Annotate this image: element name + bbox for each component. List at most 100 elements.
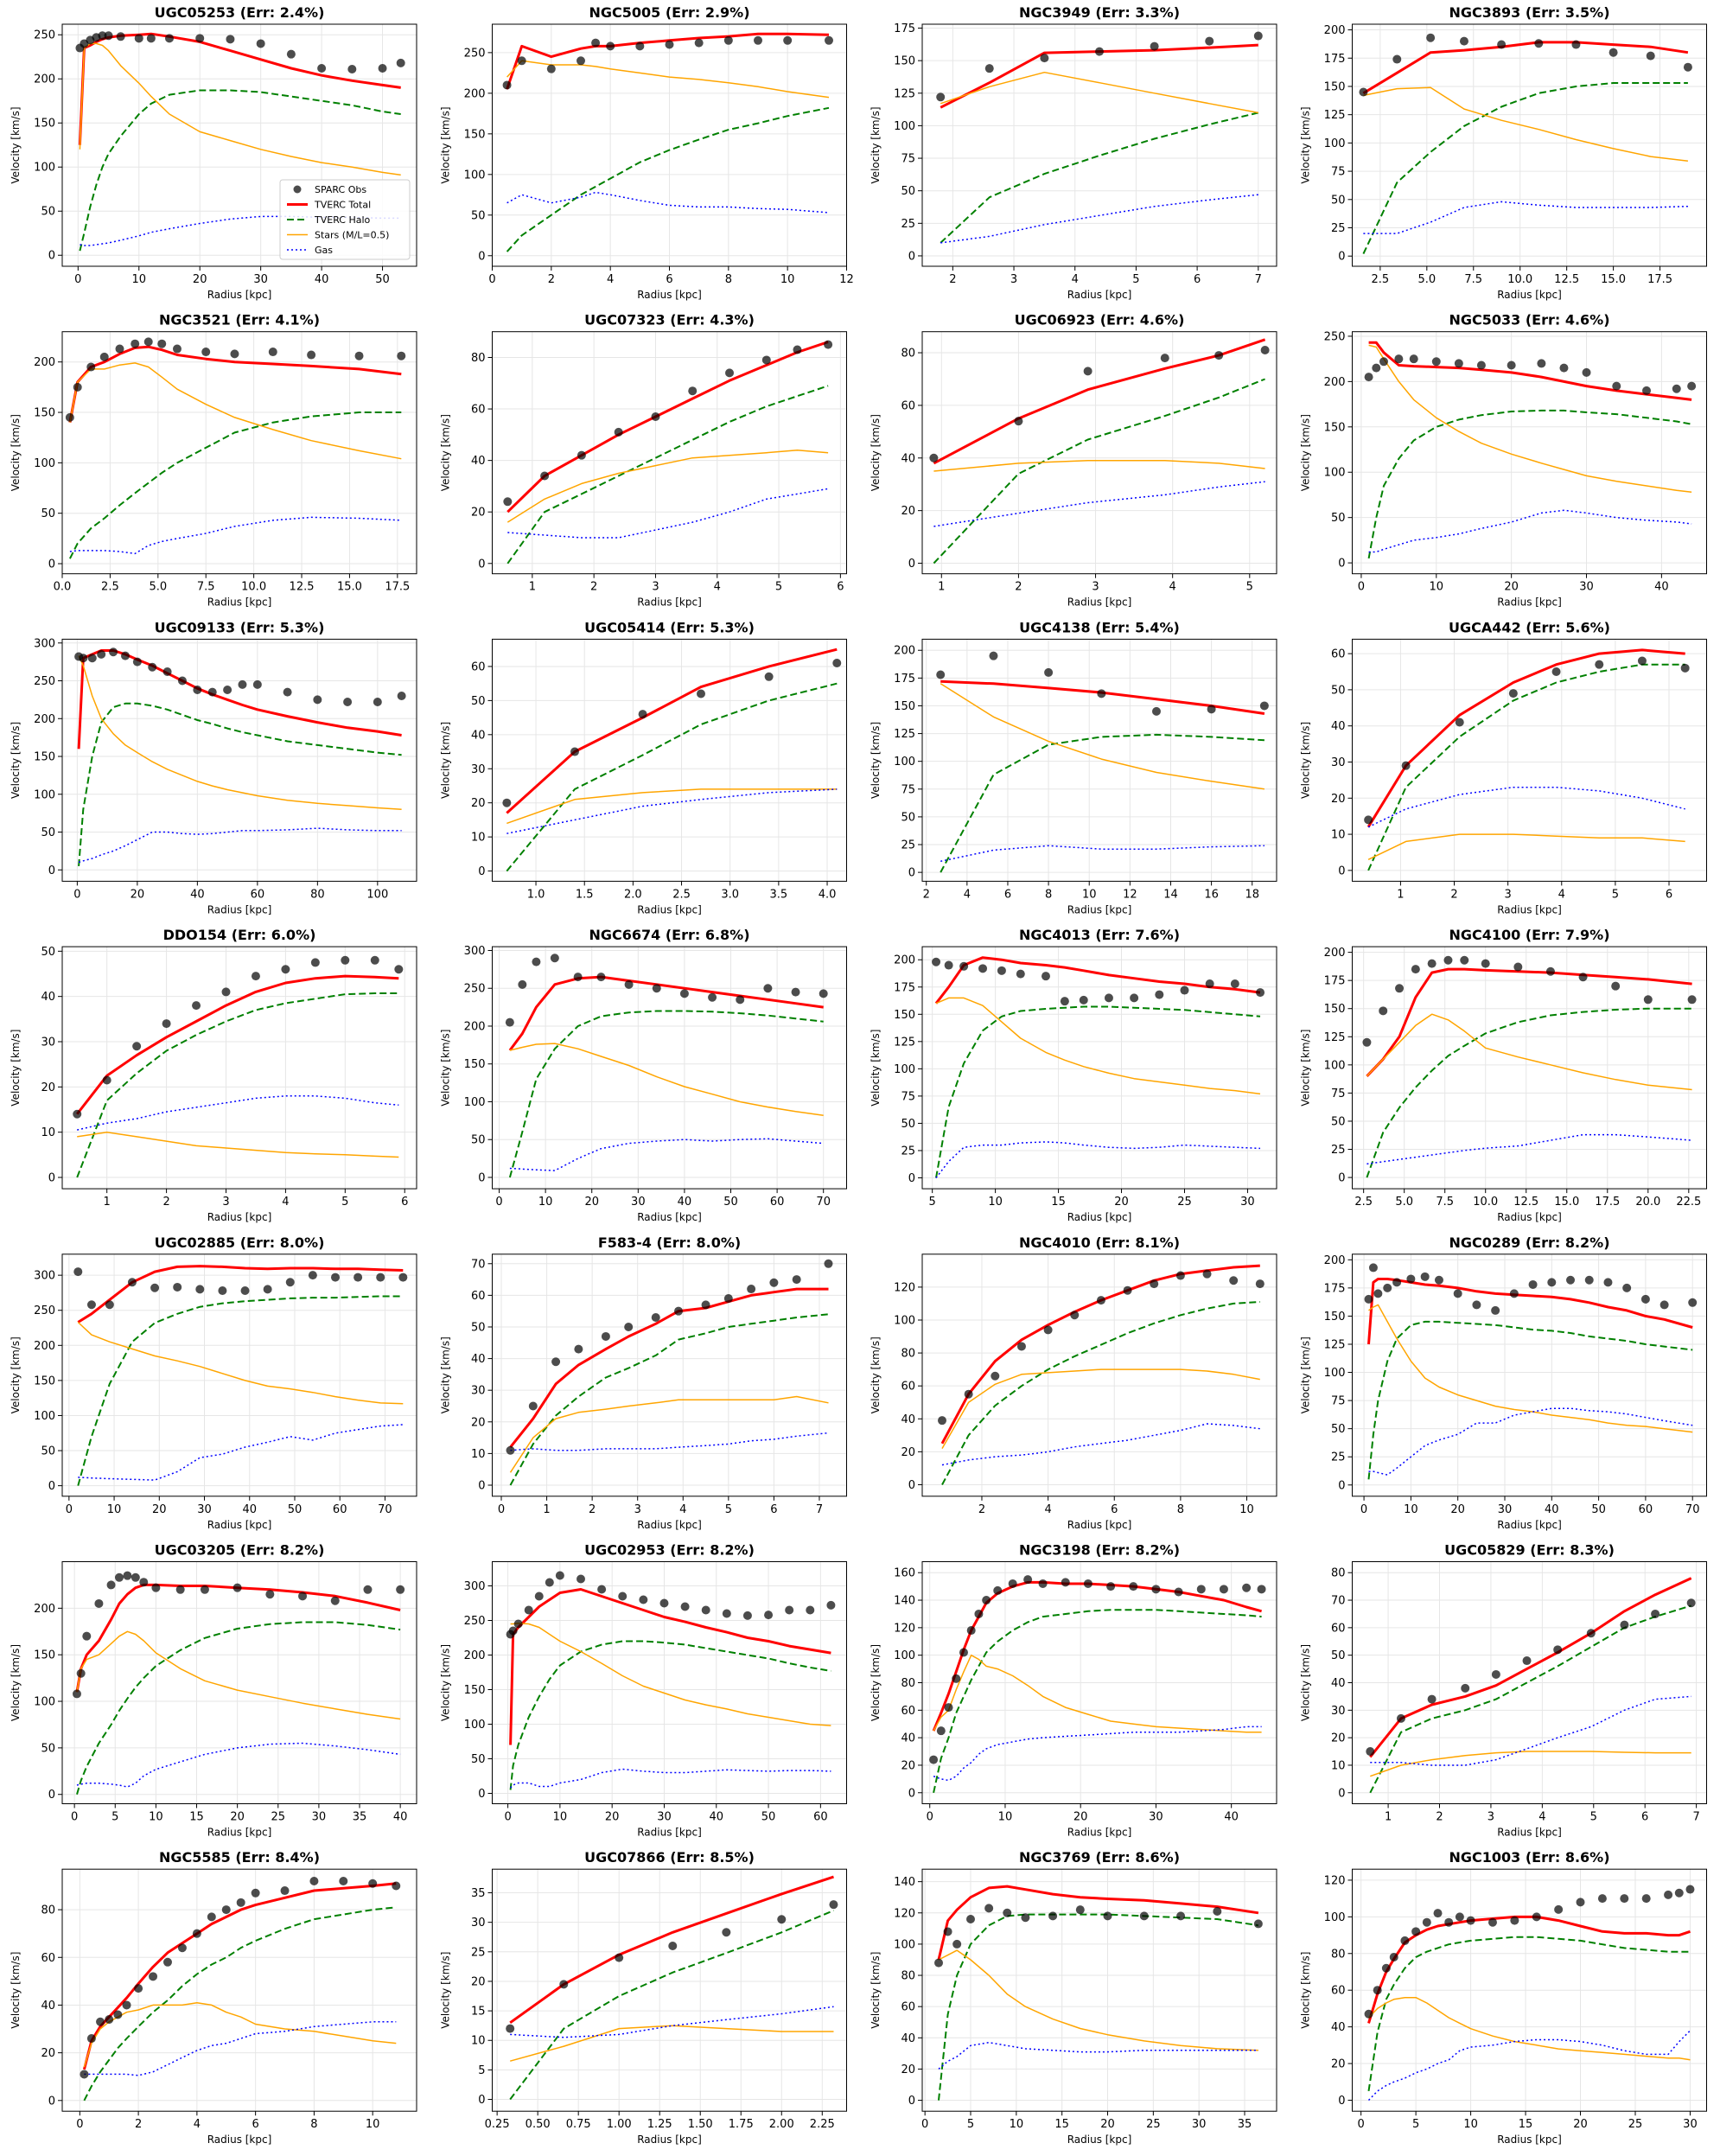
x-tick-label: 40	[1654, 581, 1669, 594]
legend-label: SPARC Obs	[315, 184, 366, 195]
legend-box	[279, 179, 411, 260]
y-tick-label: 20	[901, 505, 915, 518]
model-line	[1369, 1604, 1691, 1794]
y-tick-label: 0	[48, 1789, 55, 1802]
subplot-title: NGC3949 (Err: 3.3%)	[1019, 4, 1180, 21]
x-tick-label: 30	[1149, 1811, 1163, 1824]
model-line	[1367, 409, 1692, 559]
model-line	[510, 1768, 831, 1789]
subplot-title: NGC5005 (Err: 2.9%)	[589, 4, 749, 21]
model-line	[1366, 648, 1685, 828]
y-tick-label: 150	[34, 751, 55, 764]
y-tick-label: 100	[1324, 137, 1346, 150]
obs-point	[102, 1075, 111, 1085]
obs-point	[285, 1278, 295, 1287]
model-line	[1367, 833, 1685, 860]
y-axis-label: Velocity [km/s]	[10, 1336, 22, 1413]
axes-frame	[921, 1868, 1277, 2112]
model-line	[78, 702, 402, 866]
x-tick-label: 8	[725, 273, 732, 286]
y-axis-label: Velocity [km/s]	[10, 722, 22, 799]
obs-point	[1406, 1274, 1416, 1284]
x-tick-label: 4	[714, 581, 721, 594]
obs-point	[238, 679, 247, 689]
obs-point	[1672, 384, 1681, 393]
x-tick-label: 5	[1612, 888, 1619, 901]
x-tick-label: 15.0	[1554, 1196, 1579, 1209]
obs-point	[1603, 1278, 1613, 1287]
y-tick-label: 25	[1331, 1144, 1346, 1157]
obs-point	[195, 1285, 205, 1294]
y-tick-label: 50	[1331, 1649, 1346, 1662]
obs-point	[1242, 1583, 1252, 1592]
x-axis-label: Radius [kpc]	[207, 903, 272, 915]
y-tick-label: 25	[1331, 222, 1346, 235]
plot-area	[492, 1561, 847, 1804]
obs-point	[1664, 1890, 1673, 1899]
model-line	[933, 1654, 1262, 1733]
obs-point	[1048, 1911, 1058, 1921]
obs-point	[134, 1984, 143, 1993]
y-tick-label: 150	[464, 1058, 486, 1071]
x-tick-label: 2	[1015, 581, 1022, 594]
model-line	[510, 2025, 834, 2062]
subplot-title: UGC02885 (Err: 8.0%)	[155, 1234, 325, 1251]
subplot-title: NGC5033 (Err: 4.6%)	[1449, 312, 1609, 329]
obs-point	[829, 1900, 838, 1910]
obs-point	[1175, 1271, 1185, 1280]
obs-point	[146, 34, 156, 43]
obs-point	[1637, 656, 1647, 666]
obs-point	[149, 1972, 158, 1981]
obs-point	[577, 450, 586, 460]
obs-point	[701, 1300, 710, 1310]
obs-point	[944, 960, 953, 970]
obs-point	[1207, 705, 1216, 714]
obs-point	[343, 698, 353, 707]
x-tick-label: 50	[761, 1811, 776, 1824]
x-tick-label: 5.0	[1395, 1196, 1413, 1209]
obs-point	[233, 1583, 242, 1592]
obs-point	[123, 1571, 132, 1580]
x-tick-label: 70	[378, 1503, 392, 1516]
x-axis-label: Radius [kpc]	[1497, 1211, 1562, 1223]
obs-point	[826, 1600, 836, 1610]
x-axis-label: Radius [kpc]	[1497, 2134, 1562, 2146]
obs-point	[597, 1585, 607, 1594]
y-tick-label: 200	[894, 645, 915, 658]
obs-point	[115, 344, 124, 354]
subplot-title: UGC05414 (Err: 5.3%)	[584, 619, 755, 635]
obs-point	[1455, 718, 1464, 727]
obs-point	[1687, 381, 1697, 391]
obs-point	[518, 979, 527, 989]
model-line	[1368, 1407, 1693, 1476]
obs-point	[1420, 1272, 1430, 1281]
obs-point	[226, 35, 235, 44]
plot-area	[492, 639, 847, 882]
x-axis-label: Radius [kpc]	[1067, 289, 1132, 301]
x-axis-label: Radius [kpc]	[207, 1827, 272, 1839]
axes-frame	[61, 638, 417, 882]
x-tick-label: 1	[104, 1196, 111, 1209]
x-axis-label: Radius [kpc]	[1067, 1211, 1132, 1223]
x-tick-label: 25	[1177, 1196, 1192, 1209]
x-tick-label: 80	[310, 888, 325, 901]
y-tick-label: 0	[478, 1171, 485, 1184]
x-tick-label: 60	[770, 1196, 785, 1209]
x-tick-label: 2	[1436, 1811, 1443, 1824]
x-tick-label: 5	[1590, 1811, 1597, 1824]
obs-point	[936, 670, 946, 679]
y-axis-label: Velocity [km/s]	[10, 1030, 22, 1107]
obs-point	[725, 368, 735, 378]
y-tick-label: 50	[1331, 512, 1346, 525]
y-axis-label: Velocity [km/s]	[870, 1644, 882, 1721]
x-tick-label: 10.0	[1473, 1196, 1498, 1209]
x-axis-label: Radius [kpc]	[637, 1519, 702, 1531]
x-axis-label: Radius [kpc]	[207, 1211, 272, 1223]
axes-frame	[61, 946, 417, 1190]
obs-point	[545, 1578, 554, 1587]
subplot-title: NGC3521 (Err: 4.1%)	[159, 312, 320, 329]
y-tick-label: 30	[471, 1385, 486, 1398]
obs-point	[177, 676, 187, 686]
obs-point	[280, 1886, 290, 1896]
